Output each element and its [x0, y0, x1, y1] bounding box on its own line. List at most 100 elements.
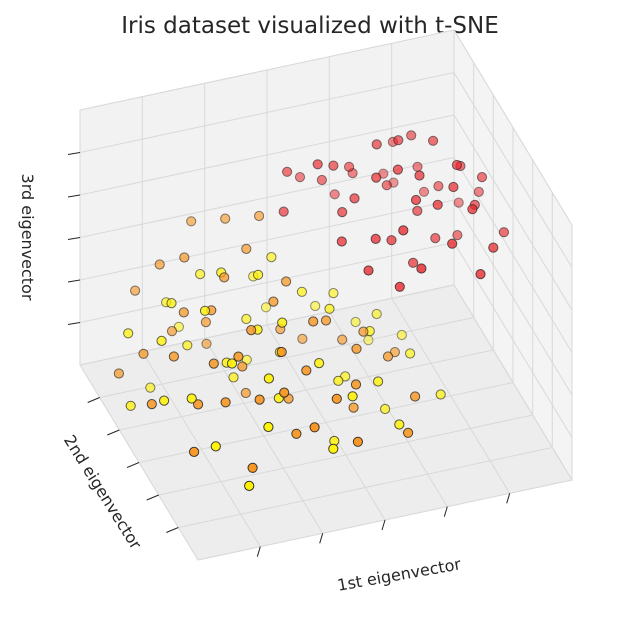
- data-point: [333, 375, 344, 386]
- data-point: [260, 302, 272, 313]
- data-point: [488, 242, 499, 253]
- data-point: [253, 269, 264, 280]
- data-point: [241, 243, 252, 254]
- data-point: [430, 233, 441, 244]
- data-point: [473, 186, 484, 197]
- data-point: [382, 351, 394, 362]
- data-point: [344, 161, 355, 172]
- data-point: [393, 135, 404, 146]
- data-point: [371, 139, 382, 150]
- data-point: [210, 441, 221, 452]
- data-point: [182, 340, 193, 351]
- data-point: [178, 307, 189, 318]
- data-point: [337, 207, 348, 218]
- data-point: [350, 379, 362, 390]
- z-axis-tick: [67, 194, 81, 198]
- data-point: [396, 329, 407, 341]
- data-point: [113, 368, 125, 379]
- data-point: [433, 181, 444, 192]
- data-point: [408, 257, 419, 268]
- x-axis-tick: [319, 533, 324, 544]
- data-point: [410, 194, 422, 206]
- data-point: [435, 389, 446, 400]
- data-point: [310, 300, 321, 312]
- data-point: [453, 197, 464, 208]
- data-point: [266, 252, 277, 263]
- data-point: [254, 210, 265, 222]
- data-point: [447, 238, 458, 249]
- data-point: [394, 419, 405, 430]
- data-point: [123, 328, 134, 339]
- data-point: [392, 164, 403, 175]
- data-point: [363, 335, 374, 346]
- data-point: [297, 333, 308, 344]
- data-point: [282, 166, 293, 177]
- data-point: [199, 305, 211, 316]
- data-point: [219, 272, 230, 283]
- data-point: [237, 361, 248, 372]
- data-point: [348, 402, 359, 413]
- data-point: [291, 428, 302, 439]
- data-point: [168, 351, 179, 362]
- data-point: [398, 225, 409, 236]
- data-point: [363, 265, 374, 276]
- data-point: [394, 281, 405, 292]
- data-point: [349, 193, 360, 204]
- data-point: [277, 317, 288, 328]
- data-point: [328, 288, 339, 299]
- axes-panes: [79, 28, 573, 561]
- data-point: [381, 180, 392, 191]
- data-point: [432, 199, 443, 210]
- data-point: [281, 276, 292, 287]
- data-point: [352, 436, 363, 447]
- data-point: [475, 269, 486, 280]
- data-point: [146, 399, 157, 410]
- data-point: [166, 326, 178, 337]
- data-point: [406, 130, 417, 141]
- data-point: [386, 235, 397, 246]
- data-point: [220, 397, 231, 408]
- data-point: [254, 394, 265, 405]
- data-point: [412, 161, 423, 172]
- data-point: [189, 446, 200, 457]
- data-point: [428, 135, 439, 146]
- data-point: [240, 387, 251, 399]
- data-point: [498, 227, 509, 238]
- data-point: [186, 393, 197, 404]
- grid-line-x-floor: [453, 284, 573, 481]
- data-point: [403, 427, 414, 438]
- y-axis-tick: [107, 429, 120, 436]
- x-axis-tick: [506, 493, 511, 504]
- data-point: [201, 338, 212, 349]
- y-axis-tick: [146, 494, 159, 501]
- data-point: [138, 348, 149, 359]
- data-point: [347, 391, 358, 402]
- data-point: [320, 315, 332, 326]
- data-point: [233, 351, 244, 362]
- data-point: [316, 174, 327, 186]
- data-point: [228, 372, 239, 383]
- data-point: [208, 358, 219, 369]
- data-point: [301, 365, 312, 376]
- data-point: [371, 308, 382, 320]
- data-point: [358, 326, 369, 337]
- data-point: [324, 303, 335, 314]
- data-point: [279, 387, 290, 398]
- data-point: [125, 400, 136, 411]
- data-point: [200, 317, 211, 328]
- data-point: [278, 206, 289, 217]
- data-point: [371, 172, 382, 183]
- data-point: [296, 286, 307, 297]
- data-point: [328, 160, 339, 171]
- data-point: [308, 316, 319, 327]
- z-axis-tick: [67, 152, 81, 155]
- data-point: [226, 358, 238, 369]
- data-point: [452, 230, 463, 241]
- x-axis-tick: [443, 506, 448, 517]
- grid-line-y-floor: [99, 317, 474, 398]
- y-axis-tick: [87, 397, 100, 403]
- data-point: [186, 216, 197, 227]
- data-point: [309, 422, 320, 433]
- data-point: [336, 236, 347, 247]
- data-point: [294, 172, 306, 183]
